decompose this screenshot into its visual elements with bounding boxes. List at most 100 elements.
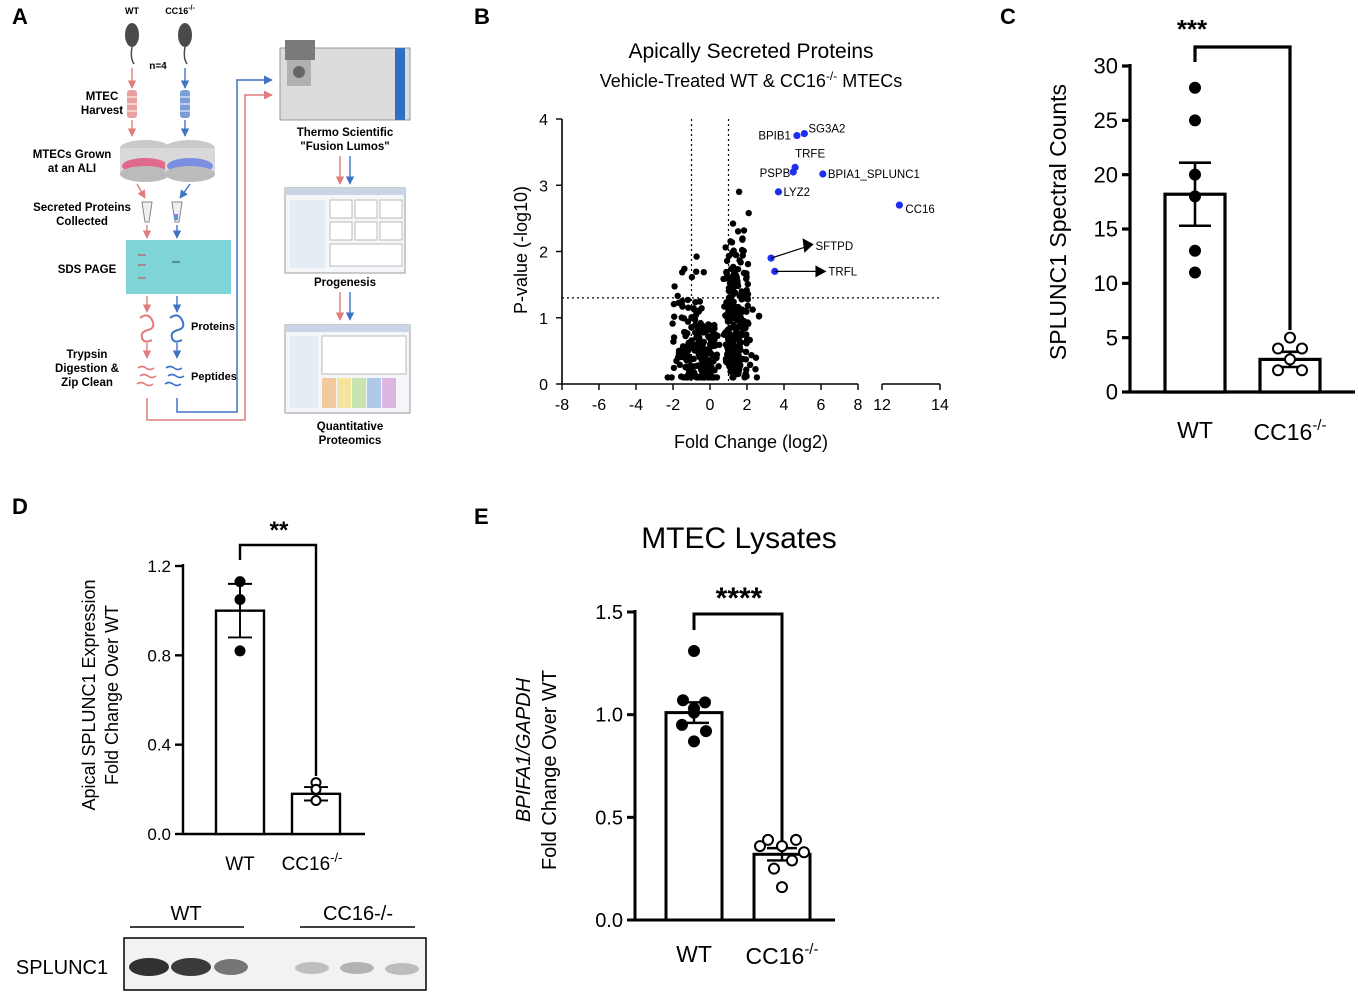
volcano-point <box>723 269 730 276</box>
y-tick-label: 25 <box>1094 108 1118 133</box>
volcano-y-tick-label: 3 <box>539 178 548 195</box>
step-sds-page: SDS PAGE <box>58 264 117 276</box>
volcano-point <box>737 309 745 316</box>
volcano-point-sg3a2 <box>800 129 808 138</box>
volcano-point <box>670 364 678 372</box>
data-point-ko <box>1272 364 1284 377</box>
step-trypsin-l2: Digestion & <box>55 363 119 375</box>
volcano-point <box>706 334 713 341</box>
y-tick-label: 1.0 <box>595 705 623 727</box>
volcano-point-cc16 <box>895 201 903 209</box>
mouse-ko-label: CC16-/- <box>165 5 195 16</box>
software-label: Progenesis <box>314 277 376 289</box>
volcano-point <box>734 228 742 235</box>
volcano-point <box>703 364 710 372</box>
volcano-point <box>720 275 727 283</box>
volcano-point <box>682 374 689 381</box>
instrument-l2: "Fusion Lumos" <box>300 141 389 153</box>
volcano-point <box>710 374 717 381</box>
volcano-point <box>682 364 689 371</box>
volcano-point <box>722 341 730 348</box>
y-tick-label: 0.5 <box>595 807 623 829</box>
peptides-label: Peptides <box>191 371 237 383</box>
y-tick-label: 0 <box>1106 380 1118 405</box>
peptides-ko-icon <box>164 365 185 387</box>
volcano-x-tick-label: -6 <box>592 397 606 414</box>
y-tick-label: 0.4 <box>147 736 171 755</box>
volcano-plot: Apically Secreted Proteins Vehicle-Treat… <box>511 40 949 452</box>
volcano-point <box>753 374 761 381</box>
volcano-point <box>727 277 735 284</box>
data-point-wt <box>1189 168 1201 181</box>
volcano-x-tick-label: -4 <box>629 397 643 414</box>
volcano-point <box>670 338 677 345</box>
volcano-point <box>708 366 715 373</box>
volcano-point <box>685 304 692 311</box>
volcano-ylabel: P-value (-log10) <box>511 186 531 314</box>
volcano-label: BPIA1_SPLUNC1 <box>828 169 920 181</box>
volcano-point <box>745 209 752 217</box>
volcano-point <box>746 361 754 368</box>
volcano-point <box>703 351 710 358</box>
mass-spectrometer-icon <box>279 40 411 121</box>
volcano-xlabel: Fold Change (log2) <box>674 432 828 452</box>
panel-e-xlabel-ko: CC16-/- <box>746 941 819 969</box>
panel-d-xlabel-wt: WT <box>225 854 255 875</box>
volcano-point <box>671 313 678 320</box>
data-point-wt <box>234 594 246 605</box>
volcano-y-tick-label: 4 <box>539 112 548 129</box>
volcano-point <box>743 275 750 282</box>
volcano-point <box>733 324 741 331</box>
panel-d-ylabel-l2: Fold Change Over WT <box>102 605 122 785</box>
volcano-point <box>727 296 735 304</box>
data-point-wt <box>1189 114 1201 127</box>
protein-wt-icon <box>139 314 155 343</box>
trachea-wt-icon <box>127 90 137 118</box>
panel-e-title: MTEC Lysates <box>641 522 837 555</box>
volcano-point <box>685 353 692 360</box>
panel-c-bar-chart: SPLUNC1 Spectral Counts 0 5 10 15 20 25 30 ***… <box>1045 14 1355 445</box>
volcano-point <box>695 362 702 369</box>
data-point-wt <box>234 576 246 588</box>
step-grown-l2: at an ALI <box>48 163 96 175</box>
culture-wt-icon <box>120 140 170 182</box>
volcano-point <box>678 314 685 321</box>
volcano-y-tick-label: 0 <box>539 377 548 394</box>
volcano-point <box>691 373 698 380</box>
significance-bracket <box>1193 45 1292 330</box>
volcano-point <box>744 290 752 298</box>
volcano-x-tick-label: 12 <box>873 397 891 414</box>
proteins-label: Proteins <box>191 321 235 333</box>
volcano-point <box>728 265 735 273</box>
tube-wt-icon <box>141 201 153 223</box>
volcano-point <box>696 354 704 361</box>
volcano-point <box>740 247 747 255</box>
y-tick-label: 15 <box>1094 217 1118 242</box>
step-collected-l2: Collected <box>56 216 108 228</box>
volcano-point <box>723 359 730 366</box>
volcano-point <box>741 322 748 330</box>
volcano-label: PSPB <box>760 168 791 180</box>
volcano-point <box>700 269 707 276</box>
blot-row-label: SPLUNC1 <box>16 957 108 979</box>
data-point-wt <box>699 696 711 709</box>
significance-bracket <box>692 612 784 842</box>
volcano-point <box>727 315 735 323</box>
volcano-label: TRFL <box>828 266 857 278</box>
panel-e-ylabel-l1: BPIFA1/GAPDH <box>513 677 535 822</box>
volcano-subtitle: Vehicle-Treated WT & CC16-/- MTECs <box>600 69 902 91</box>
volcano-point <box>742 348 750 355</box>
volcano-point <box>729 220 737 227</box>
result-l1: Quantitative <box>317 421 383 433</box>
volcano-point <box>691 316 699 323</box>
data-point-wt <box>688 735 700 748</box>
culture-ko-icon <box>165 140 215 182</box>
panel-d-xlabel-ko: CC16-/- <box>282 850 343 875</box>
n-label: n=4 <box>149 61 167 72</box>
panel-d-significance: ** <box>270 517 289 544</box>
volcano-point <box>735 303 742 311</box>
mouse-ko-icon <box>178 23 192 65</box>
data-point-ko <box>310 795 322 806</box>
volcano-labels: BPIB1 SG3A2 TRFE PSPB BPIA1_SPLUNC1 LYZ2 CC16 S… <box>758 124 934 279</box>
data-point-wt <box>677 694 689 707</box>
